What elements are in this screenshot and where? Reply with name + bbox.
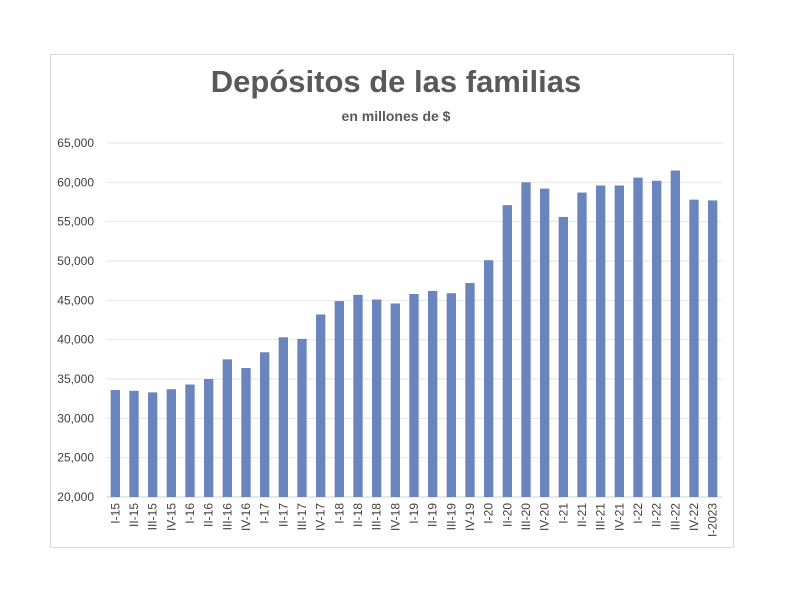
bar	[185, 384, 195, 497]
x-tick-label: IV-22	[687, 503, 701, 531]
y-tick-label: 40,000	[57, 333, 94, 347]
y-tick-label: 35,000	[57, 372, 94, 386]
x-tick-label: II-17	[276, 503, 290, 527]
bar	[633, 177, 643, 497]
y-tick-label: 60,000	[57, 175, 94, 189]
x-tick-label: I-18	[332, 503, 346, 524]
bar	[596, 185, 606, 498]
y-tick-label: 55,000	[57, 215, 94, 229]
bar	[278, 337, 288, 497]
x-tick-label: I-20	[482, 503, 496, 524]
y-tick-label: 50,000	[57, 254, 94, 268]
bar	[222, 359, 232, 497]
y-tick-label: 65,000	[57, 136, 94, 150]
x-tick-label: IV-17	[314, 503, 328, 531]
bar	[428, 290, 438, 497]
bar	[334, 301, 344, 497]
x-tick-label: I-19	[407, 503, 421, 524]
x-tick-label: II-15	[127, 503, 141, 527]
x-tick-label: I-16	[183, 503, 197, 524]
x-tick-label: III-17	[295, 503, 309, 531]
chart-subtitle: en millones de $	[341, 108, 451, 124]
y-tick-label: 25,000	[57, 451, 94, 465]
x-tick-label: II-21	[575, 503, 589, 527]
bar	[465, 283, 475, 497]
x-tick-label: IV-19	[463, 503, 477, 531]
x-tick-label: IV-18	[388, 503, 402, 531]
x-tick-label: IV-16	[239, 503, 253, 531]
x-tick-label: III-16	[220, 503, 234, 531]
bar	[353, 294, 363, 497]
bar	[502, 205, 512, 497]
x-tick-label: II-19	[426, 503, 440, 527]
bar	[260, 352, 270, 497]
bar	[540, 188, 550, 498]
x-tick-label: III-20	[519, 503, 533, 531]
x-tick-label: IV-15	[164, 503, 178, 531]
bar	[708, 200, 718, 497]
bar	[558, 216, 568, 498]
x-tick-label: I-2023	[706, 503, 720, 537]
bar	[446, 293, 456, 497]
x-tick-label: III-18	[370, 503, 384, 531]
bar	[390, 303, 400, 497]
x-tick-label: IV-21	[612, 503, 626, 531]
chart-title: Depósitos de las familias	[210, 64, 582, 99]
x-tick-label: I-17	[258, 503, 272, 524]
bar	[204, 379, 214, 497]
bar	[297, 338, 307, 497]
x-tick-label: II-18	[351, 503, 365, 527]
bar	[372, 299, 382, 497]
x-tick-label: III-19	[444, 503, 458, 531]
bar	[670, 170, 680, 498]
y-tick-label: 45,000	[57, 293, 94, 307]
bar	[689, 199, 699, 497]
bar	[614, 185, 624, 498]
y-tick-label: 20,000	[57, 490, 94, 504]
x-tick-label: III-22	[668, 503, 682, 531]
bar	[129, 390, 139, 497]
x-tick-label: I-22	[631, 503, 645, 524]
x-tick-label: III-21	[594, 503, 608, 531]
bar	[316, 314, 326, 497]
bar	[521, 182, 531, 498]
x-tick-label: II-16	[202, 503, 216, 527]
bar	[241, 367, 251, 497]
bar	[409, 294, 419, 497]
bar	[166, 389, 176, 497]
x-tick-label: III-15	[146, 503, 160, 531]
x-tick-label: II-20	[500, 503, 514, 527]
x-tick-label: I-21	[556, 503, 570, 524]
bar	[577, 192, 587, 497]
bar	[148, 392, 158, 497]
x-tick-label: IV-20	[538, 503, 552, 531]
bar	[652, 180, 662, 497]
x-tick-label: I-15	[108, 503, 122, 524]
x-tick-label: II-22	[650, 503, 664, 527]
bar	[110, 390, 120, 497]
y-tick-label: 30,000	[57, 411, 94, 425]
bar	[484, 260, 494, 497]
